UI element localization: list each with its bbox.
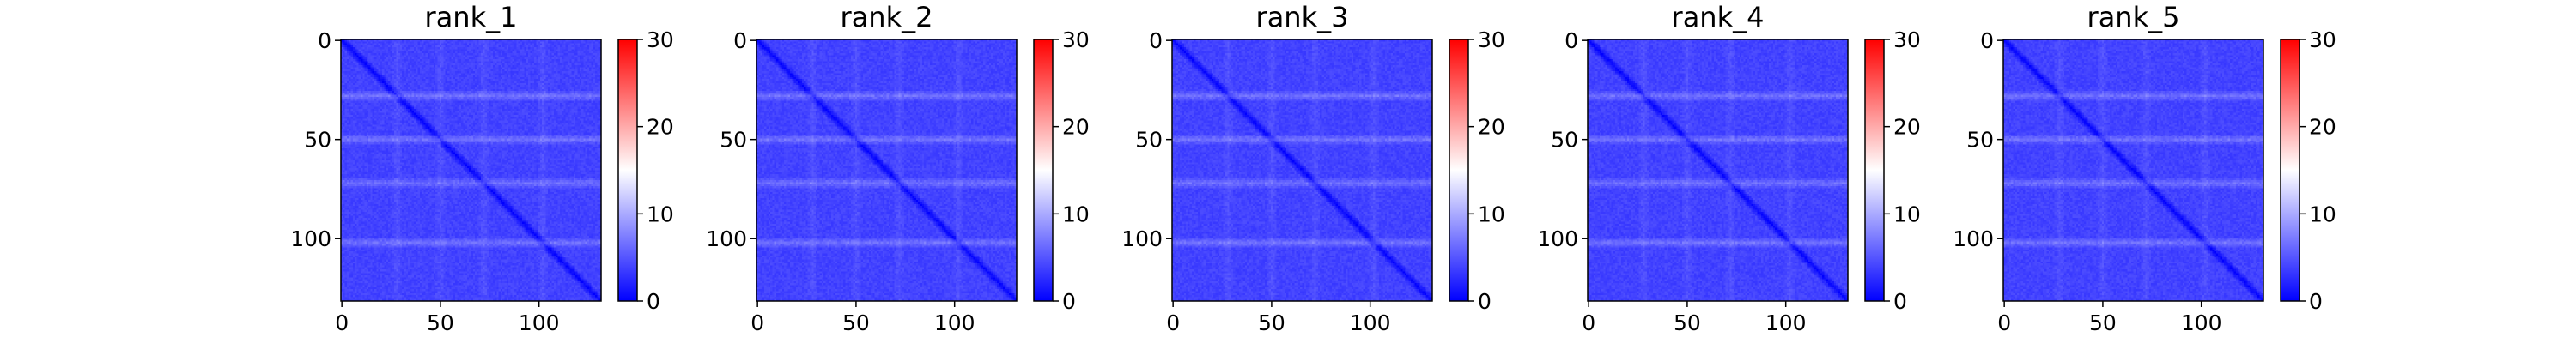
heatmap-panel-1: rank_1 0 50 100 0 50 100 0 10 20 30 xyxy=(290,1,674,335)
heatmap-cells xyxy=(2003,39,2263,301)
panel-title: rank_2 xyxy=(841,1,933,33)
colorbar-tick-label: 0 xyxy=(647,289,660,314)
colorbar-tick-label: 10 xyxy=(1893,202,1921,226)
heatmap-panel-3: rank_3 0 50 100 0 50 100 0 10 20 30 xyxy=(1121,1,1505,335)
colorbar-tick-label: 30 xyxy=(647,27,674,52)
x-tick-label: 0 xyxy=(1997,310,2011,335)
colorbar-tick-label: 20 xyxy=(1893,115,1921,140)
x-tick-label: 100 xyxy=(1765,310,1807,335)
colorbar xyxy=(1449,39,1468,301)
heatmap-cells xyxy=(1172,39,1432,301)
heatmap-frame xyxy=(756,39,1018,302)
y-tick-label: 50 xyxy=(1551,128,1578,153)
heatmap-panel-4: rank_4 0 50 100 0 50 100 0 10 20 30 xyxy=(1537,1,1921,335)
colorbar-frame xyxy=(617,39,638,302)
x-tick-label: 50 xyxy=(2089,310,2117,335)
x-tick-label: 0 xyxy=(750,310,764,335)
heatmap-panel-2: rank_2 0 50 100 0 50 100 0 10 20 30 xyxy=(706,1,1090,335)
colorbar-tick-label: 10 xyxy=(1062,202,1090,226)
colorbar-tick-label: 10 xyxy=(647,202,674,226)
colorbar xyxy=(618,39,637,301)
x-tick-label: 50 xyxy=(427,310,454,335)
heatmap-panel-5: rank_5 0 50 100 0 50 100 0 10 20 30 xyxy=(1953,1,2336,335)
x-tick-label: 100 xyxy=(934,310,975,335)
colorbar-tick-label: 10 xyxy=(2309,202,2336,226)
x-tick-label: 0 xyxy=(335,310,349,335)
heatmap-cells xyxy=(341,39,601,301)
panel-title: rank_5 xyxy=(2087,1,2180,33)
panel-title: rank_1 xyxy=(425,1,518,33)
colorbar-tick-label: 0 xyxy=(1478,289,1492,314)
y-tick-label: 100 xyxy=(290,226,331,251)
x-tick-label: 50 xyxy=(1674,310,1701,335)
y-tick-label: 50 xyxy=(1966,128,1994,153)
heatmap-frame xyxy=(1587,39,1849,302)
colorbar-tick-label: 30 xyxy=(1478,27,1505,52)
y-tick-label: 50 xyxy=(304,128,331,153)
colorbar-frame xyxy=(1864,39,1885,302)
x-tick-label: 50 xyxy=(1258,310,1285,335)
colorbar-tick-label: 20 xyxy=(1062,115,1090,140)
colorbar-tick-label: 30 xyxy=(1062,27,1090,52)
panel-title: rank_3 xyxy=(1256,1,1349,33)
heatmap-frame xyxy=(2002,39,2264,302)
colorbar-frame xyxy=(1033,39,1054,302)
colorbar-tick-label: 30 xyxy=(2309,27,2336,52)
y-tick-label: 100 xyxy=(1121,226,1163,251)
y-tick-label: 100 xyxy=(1953,226,1994,251)
y-tick-label: 0 xyxy=(1564,28,1578,53)
heatmap-cells xyxy=(756,39,1017,301)
heatmap-frame xyxy=(1171,39,1433,302)
y-tick-label: 0 xyxy=(1149,28,1163,53)
y-tick-label: 0 xyxy=(733,28,747,53)
y-tick-label: 100 xyxy=(706,226,747,251)
colorbar-frame xyxy=(1449,39,1469,302)
y-tick-label: 0 xyxy=(1980,28,1994,53)
colorbar-tick-label: 10 xyxy=(1478,202,1505,226)
heatmap-cells xyxy=(1588,39,1848,301)
heatmap-frame xyxy=(340,39,602,302)
colorbar-frame xyxy=(2280,39,2300,302)
colorbar-tick-label: 0 xyxy=(1062,289,1076,314)
x-tick-label: 50 xyxy=(842,310,870,335)
x-tick-label: 100 xyxy=(519,310,560,335)
y-tick-label: 50 xyxy=(1135,128,1163,153)
colorbar-tick-label: 20 xyxy=(2309,115,2336,140)
x-tick-label: 100 xyxy=(2181,310,2222,335)
y-tick-label: 0 xyxy=(318,28,331,53)
y-tick-label: 100 xyxy=(1537,226,1578,251)
colorbar xyxy=(1034,39,1053,301)
colorbar xyxy=(1865,39,1884,301)
x-tick-label: 0 xyxy=(1582,310,1595,335)
panel-title: rank_4 xyxy=(1672,1,1765,33)
colorbar-tick-label: 20 xyxy=(1478,115,1505,140)
y-tick-label: 50 xyxy=(720,128,747,153)
colorbar-tick-label: 0 xyxy=(2309,289,2323,314)
x-tick-label: 0 xyxy=(1166,310,1180,335)
colorbar-tick-label: 20 xyxy=(647,115,674,140)
colorbar-tick-label: 0 xyxy=(1893,289,1907,314)
colorbar xyxy=(2281,39,2300,301)
colorbar-tick-label: 30 xyxy=(1893,27,1921,52)
x-tick-label: 100 xyxy=(1350,310,1391,335)
